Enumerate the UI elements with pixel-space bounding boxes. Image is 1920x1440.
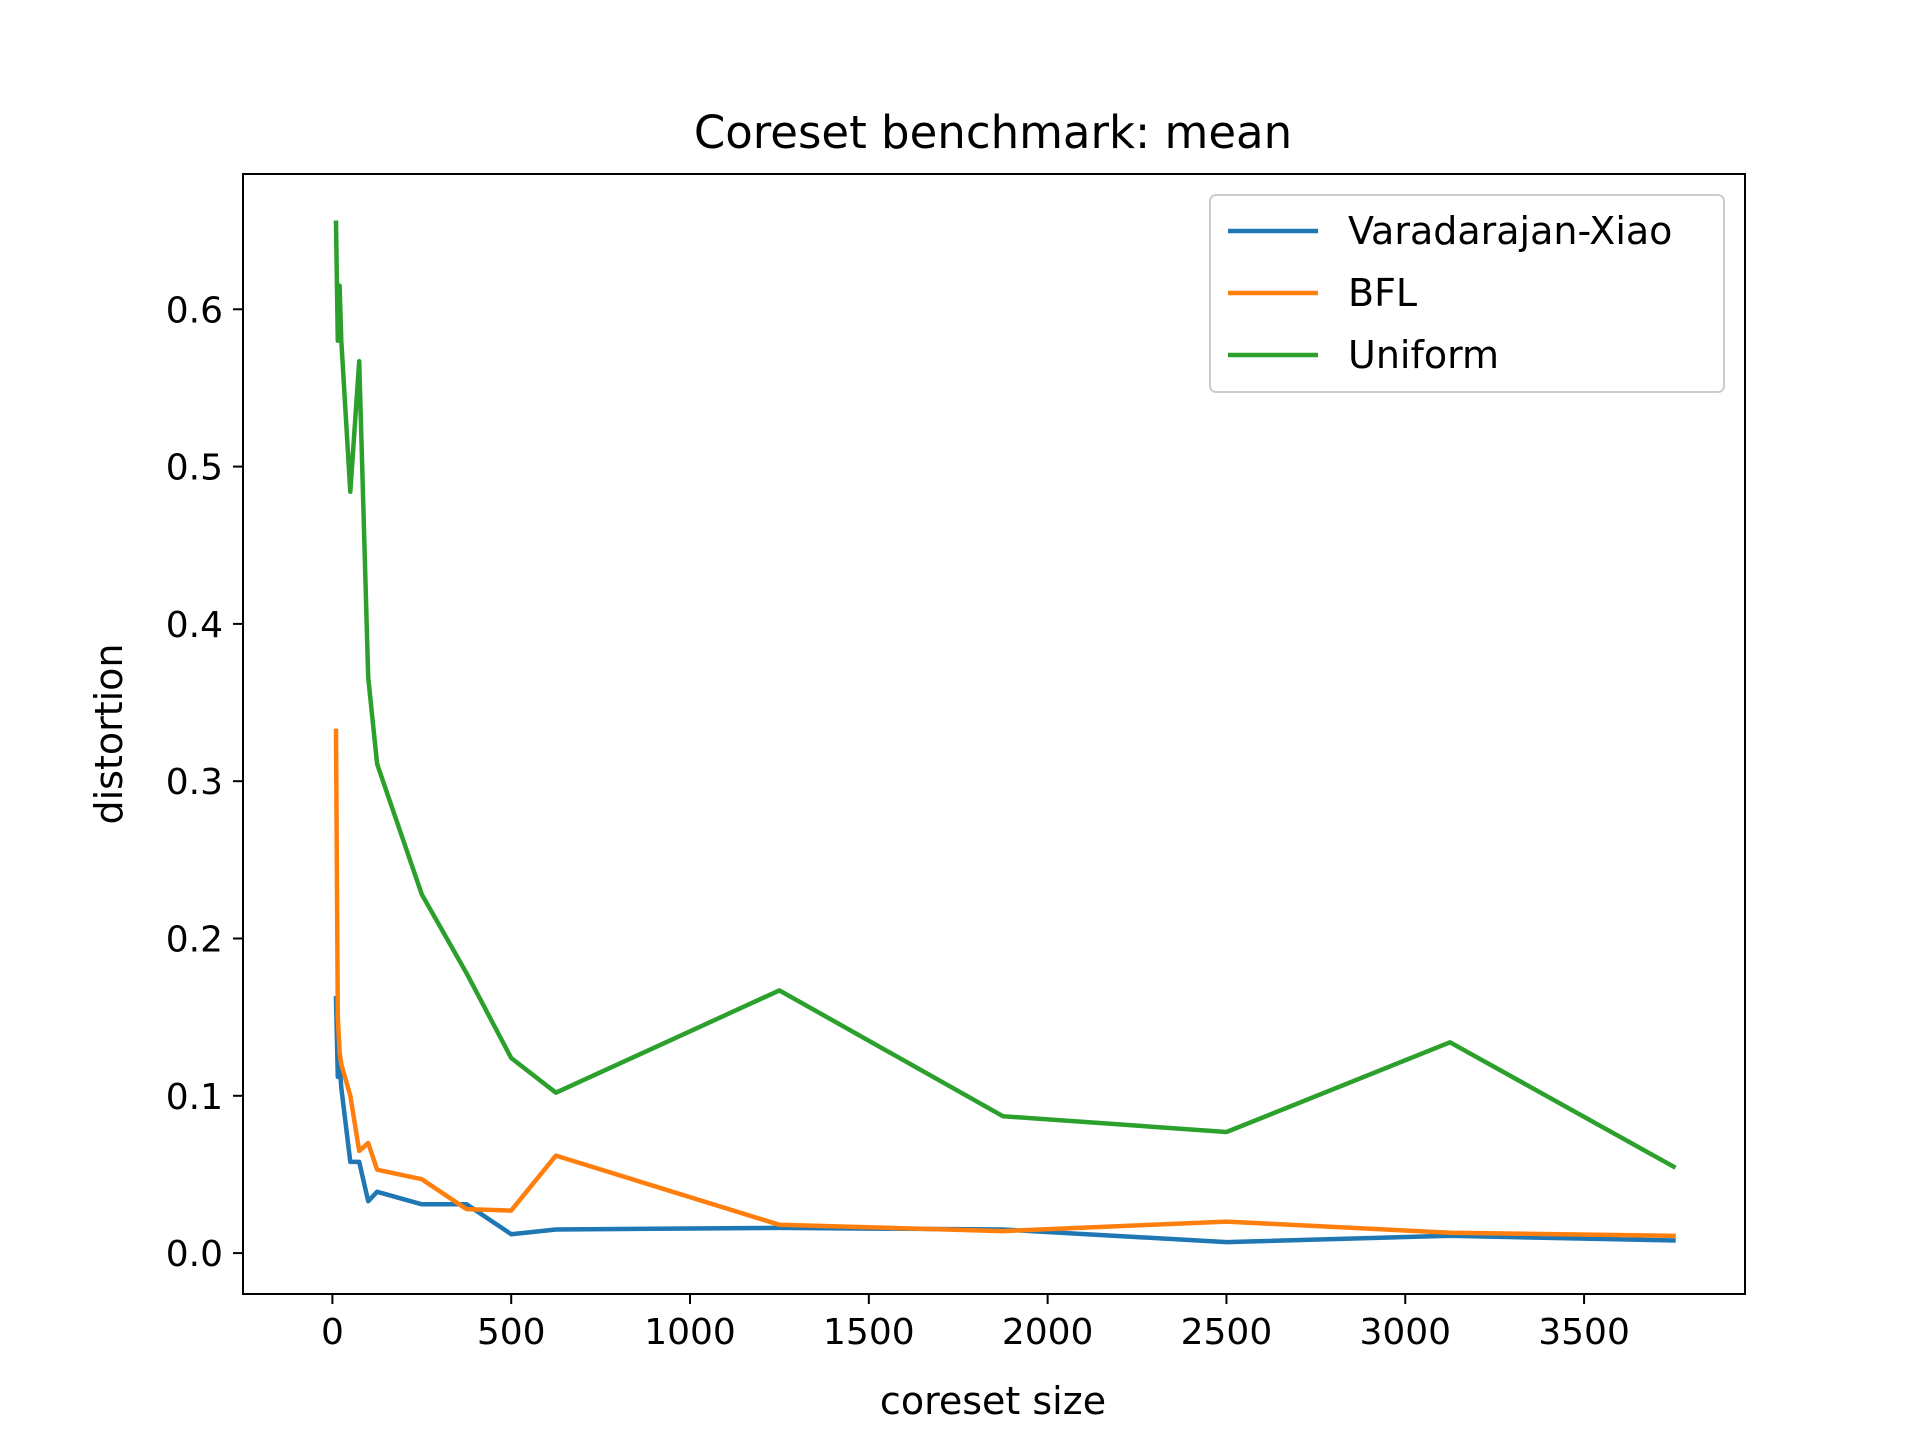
legend-box <box>1209 194 1725 393</box>
y-axis-label: distortion <box>87 643 131 824</box>
legend-label-3: Uniform <box>1348 333 1499 377</box>
y-tick-label: 0.4 <box>166 605 223 646</box>
x-tick-label: 1500 <box>823 1312 915 1353</box>
x-tick-label: 0 <box>321 1312 344 1353</box>
y-tick-label: 0.2 <box>166 919 223 960</box>
y-tick-label: 0.3 <box>166 762 223 803</box>
legend-label-1: Varadarajan-Xiao <box>1348 209 1672 253</box>
x-tick-label: 2500 <box>1181 1312 1273 1353</box>
y-tick-label: 0.0 <box>166 1234 223 1275</box>
x-axis-label: coreset size <box>880 1379 1106 1423</box>
y-tick-label: 0.6 <box>166 290 223 331</box>
legend-label-2: BFL <box>1348 271 1417 315</box>
series-line-1 <box>333 995 1676 1245</box>
x-axis: 0 500 1000 1500 2000 2500 3000 3500 <box>321 1294 1630 1353</box>
y-tick-label: 0.5 <box>166 448 223 489</box>
x-tick-label: 3000 <box>1359 1312 1451 1353</box>
x-tick-label: 1000 <box>644 1312 736 1353</box>
legend: Varadarajan-Xiao BFL Uniform <box>1209 194 1725 393</box>
series-line-2 <box>333 728 1676 1239</box>
x-tick-label: 500 <box>477 1312 546 1353</box>
y-tick-label: 0.1 <box>166 1077 223 1118</box>
chart-title: Coreset benchmark: mean <box>694 106 1292 159</box>
plot-frame <box>242 173 1746 1295</box>
y-axis: 0.0 0.1 0.2 0.3 0.4 0.5 0.6 <box>166 290 243 1275</box>
x-tick-label: 2000 <box>1002 1312 1094 1353</box>
x-tick-label: 3500 <box>1538 1312 1630 1353</box>
series-layer <box>333 220 1677 1245</box>
legend-entries: Varadarajan-Xiao BFL Uniform <box>1228 209 1672 377</box>
series-line-3 <box>333 220 1677 1170</box>
